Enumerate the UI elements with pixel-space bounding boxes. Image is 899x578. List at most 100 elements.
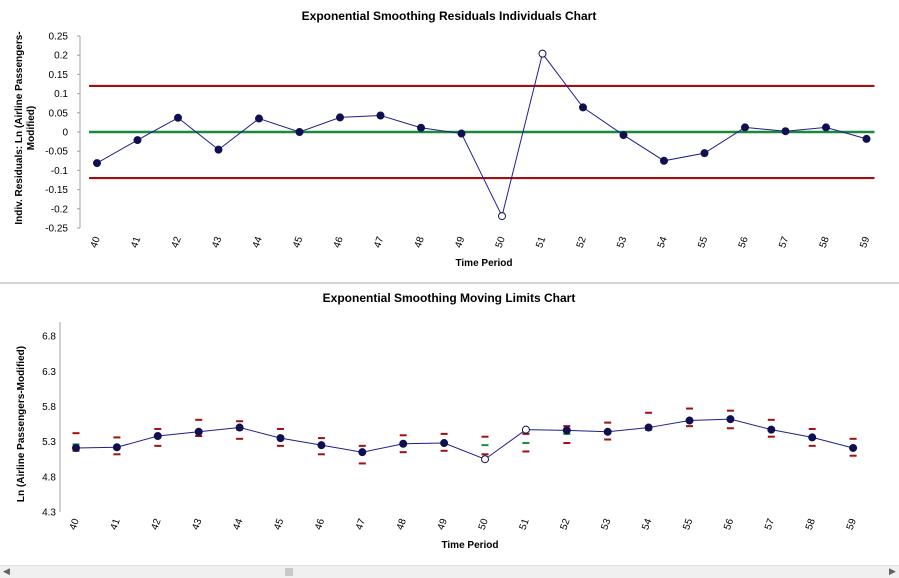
- x-tick-label: 50: [494, 235, 508, 250]
- data-point: [619, 131, 628, 140]
- y-tick-label: -0.15: [45, 185, 68, 196]
- x-tick-label: 48: [413, 235, 427, 250]
- horizontal-scrollbar[interactable]: ◀ ▶: [0, 565, 899, 578]
- x-tick-label: 40: [68, 517, 82, 532]
- x-tick-label: 44: [231, 517, 245, 532]
- data-point: [457, 129, 466, 138]
- data-point: [255, 114, 263, 123]
- x-tick-label: 46: [332, 235, 346, 250]
- data-point: [741, 123, 749, 132]
- x-tick-label: 41: [129, 235, 143, 250]
- x-tick-label: 52: [558, 517, 572, 532]
- data-point: [235, 423, 244, 432]
- scroll-left-arrow-icon[interactable]: ◀: [3, 567, 10, 577]
- y-tick-label: 0.1: [54, 89, 68, 100]
- chart-title: Exponential Smoothing Residuals Individu…: [302, 9, 597, 23]
- x-tick-label: 43: [210, 235, 224, 250]
- x-tick-label: 48: [395, 517, 409, 532]
- data-point: [112, 443, 121, 452]
- data-point: [862, 134, 871, 143]
- x-tick-label: 43: [190, 517, 204, 532]
- x-tick-label: 47: [372, 235, 386, 250]
- x-tick-label: 42: [149, 517, 163, 532]
- y-tick-label: 5.8: [42, 402, 56, 413]
- data-point: [767, 425, 776, 434]
- y-axis-label-line-2: Modified): [26, 106, 37, 150]
- residuals-chart: Exponential Smoothing Residuals Individu…: [14, 9, 875, 269]
- y-tick-label: 4.3: [42, 508, 56, 519]
- data-point: [660, 156, 668, 165]
- y-tick-label: 6.8: [42, 332, 56, 343]
- data-point: [358, 448, 367, 457]
- data-point: [781, 127, 790, 136]
- x-tick-label: 58: [818, 235, 832, 250]
- x-tick-label: 49: [453, 235, 467, 250]
- x-axis-label: Time Period: [455, 258, 512, 269]
- x-tick-label: 50: [477, 517, 491, 532]
- x-tick-label: 47: [354, 517, 368, 532]
- x-tick-label: 51: [534, 235, 548, 250]
- y-tick-label: -0.1: [51, 166, 69, 177]
- out-of-control-point: [538, 49, 547, 58]
- x-tick-label: 42: [170, 235, 184, 250]
- x-tick-label: 55: [681, 517, 695, 532]
- data-point: [603, 427, 612, 436]
- data-point: [808, 433, 817, 442]
- x-tick-label: 46: [313, 517, 327, 532]
- data-point: [276, 434, 285, 443]
- data-point: [685, 416, 694, 425]
- data-point: [214, 145, 223, 154]
- x-tick-label: 52: [575, 235, 589, 250]
- series-line: [75, 418, 854, 460]
- data-point: [317, 441, 326, 450]
- chart-title: Exponential Smoothing Moving Limits Char…: [323, 291, 576, 305]
- y-tick-label: 6.3: [42, 367, 56, 378]
- data-point: [849, 443, 858, 452]
- x-tick-label: 41: [109, 517, 123, 532]
- data-point: [133, 136, 142, 145]
- y-tick-label: 0.25: [49, 32, 69, 43]
- out-of-control-point: [521, 425, 530, 434]
- x-tick-label: 45: [291, 235, 305, 250]
- y-tick-label: -0.2: [51, 204, 69, 215]
- data-point: [822, 123, 830, 132]
- residuals-series-line: [96, 52, 867, 218]
- x-tick-label: 59: [845, 517, 859, 532]
- data-point: [376, 111, 385, 120]
- data-point: [194, 427, 203, 436]
- data-point: [726, 415, 735, 424]
- y-tick-label: 4.8: [42, 472, 56, 483]
- data-point: [700, 149, 709, 158]
- data-point: [153, 432, 162, 440]
- data-point: [644, 423, 653, 432]
- x-tick-label: 51: [518, 517, 532, 532]
- x-tick-label: 44: [251, 235, 265, 250]
- x-tick-label: 49: [436, 517, 450, 532]
- x-tick-label: 45: [272, 517, 286, 532]
- scroll-thumb[interactable]: [285, 568, 293, 576]
- x-tick-label: 57: [763, 517, 777, 532]
- y-tick-label: 5.3: [42, 437, 56, 448]
- x-tick-label: 53: [615, 235, 629, 250]
- x-tick-label: 57: [777, 235, 791, 250]
- scroll-right-arrow-icon[interactable]: ▶: [889, 567, 896, 577]
- data-point: [440, 439, 449, 448]
- x-tick-label: 59: [858, 235, 872, 250]
- x-tick-label: 58: [804, 517, 818, 532]
- moving-limits-chart: Exponential Smoothing Moving Limits Char…: [16, 291, 859, 551]
- out-of-control-point: [498, 212, 506, 221]
- y-tick-label: -0.05: [45, 147, 68, 158]
- y-axis-label: Ln (Airline Passengers-Modified): [16, 346, 27, 502]
- y-tick-label: -0.25: [45, 224, 68, 235]
- data-point: [93, 159, 101, 168]
- y-axis-label-line-1: Indiv. Residuals: Ln (Airline Passengers…: [14, 31, 25, 224]
- data-point: [579, 103, 587, 112]
- x-tick-label: 56: [737, 235, 751, 250]
- x-tick-label: 40: [89, 235, 103, 250]
- x-tick-label: 53: [599, 517, 613, 532]
- y-tick-label: 0.15: [49, 70, 69, 81]
- x-axis-label: Time Period: [441, 540, 498, 551]
- y-tick-label: 0: [62, 128, 68, 139]
- x-tick-label: 54: [656, 235, 670, 250]
